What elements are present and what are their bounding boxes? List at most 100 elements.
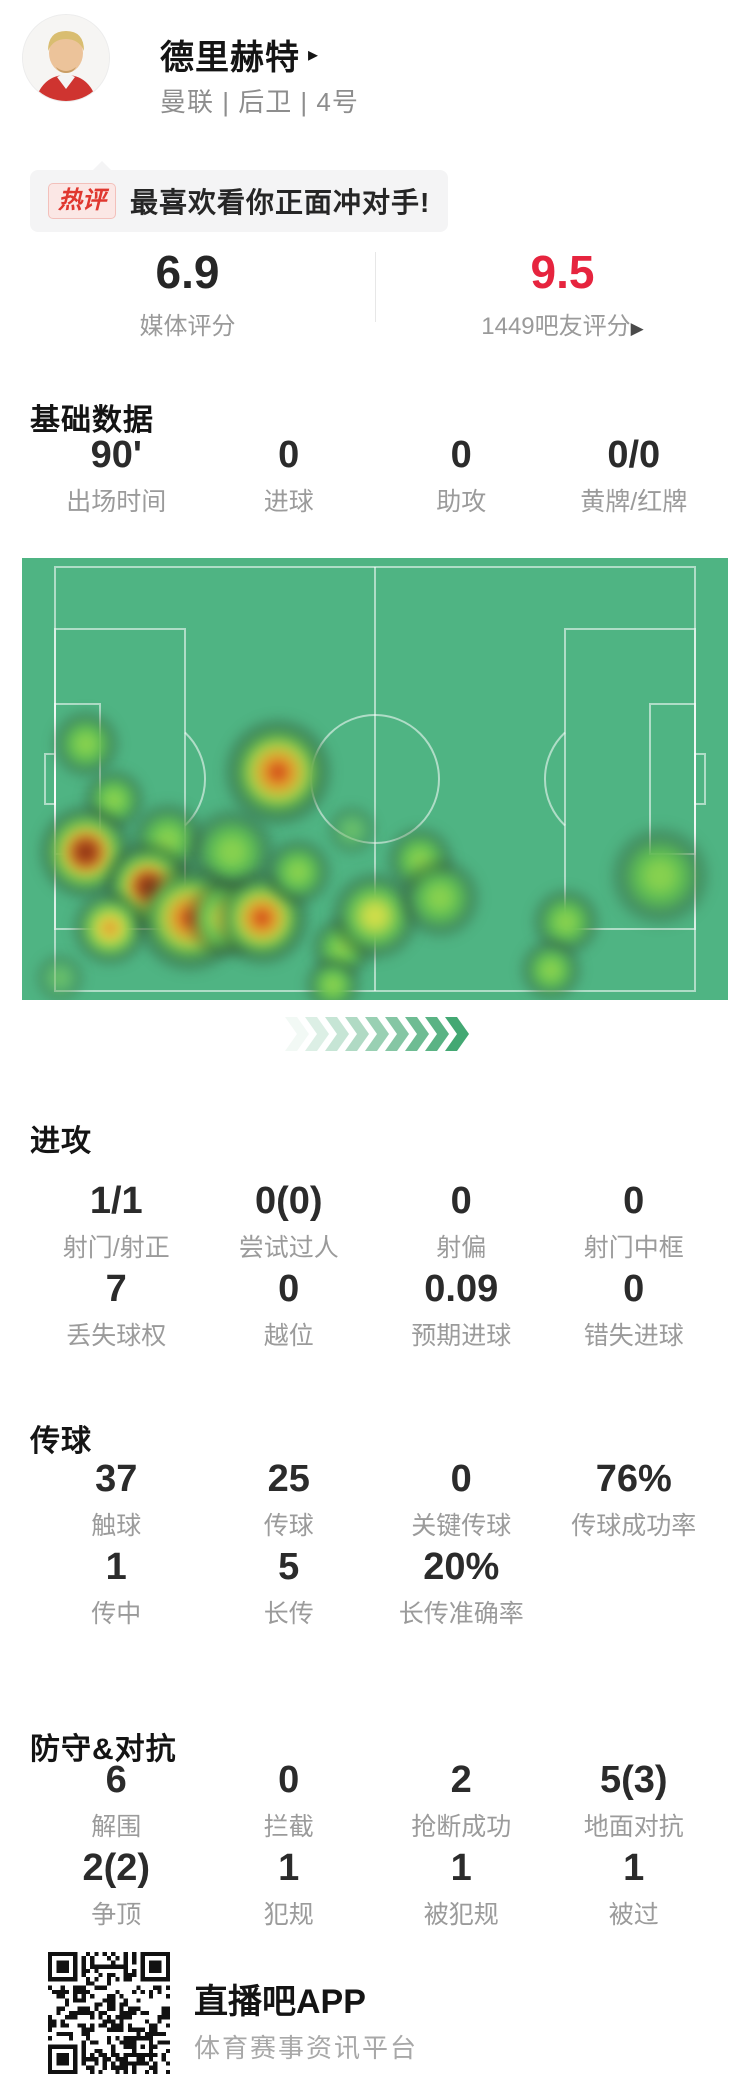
stat-cell: 1 被过: [548, 1847, 721, 1929]
stat-value: 1/1: [89, 1180, 143, 1222]
stat-value: 6: [105, 1759, 127, 1801]
stat-label: 被过: [608, 1901, 659, 1929]
fan-rating-score: 9.5: [530, 246, 595, 298]
stat-label: 进球: [263, 488, 314, 516]
stat-label: 尝试过人: [238, 1234, 339, 1262]
player-portrait-icon: [23, 15, 109, 101]
stat-value: 1: [450, 1847, 472, 1889]
stat-row: 2(2) 争顶 1 犯规 1 被犯规 1 被过: [30, 1847, 721, 1929]
stat-label: 丢失球权: [66, 1322, 167, 1350]
stat-value: 2: [450, 1759, 472, 1801]
heat-spot: [324, 802, 380, 858]
stat-value: 0.09: [424, 1268, 499, 1310]
stat-cell: 0 关键传球: [375, 1458, 548, 1540]
stat-cell-empty: [548, 1546, 721, 1620]
stat-cell: 25 传球: [203, 1458, 376, 1540]
stat-cell: 5 长传: [203, 1546, 376, 1628]
stat-value: 25: [267, 1458, 310, 1500]
stat-value: 0: [278, 434, 300, 476]
app-tagline: 体育赛事资讯平台: [194, 2033, 419, 2063]
stat-label: 助攻: [436, 488, 487, 516]
stat-value: 5: [278, 1546, 300, 1588]
stat-row: 37 触球 25 传球 0 关键传球 76% 传球成功率: [30, 1458, 720, 1540]
heatmap-pitch: [22, 558, 728, 1000]
stat-value: 0: [450, 1458, 472, 1500]
heat-spot: [395, 853, 485, 943]
heat-spot: [517, 936, 585, 1000]
stat-cell: 0.09 预期进球: [375, 1268, 548, 1350]
stat-label: 传中: [91, 1600, 142, 1628]
player-name-row[interactable]: 德里赫特 ▸: [160, 30, 318, 79]
stat-cell: 0 助攻: [375, 434, 548, 516]
stat-cell: 0/0 黄牌/红牌: [548, 434, 721, 516]
stat-label: 射门/射正: [62, 1234, 170, 1262]
player-avatar[interactable]: [22, 14, 110, 102]
stat-value: 37: [95, 1458, 138, 1500]
stat-value: 5(3): [599, 1759, 668, 1801]
stat-label: 争顶: [91, 1901, 142, 1929]
stat-cell: 7 丢失球权: [30, 1268, 203, 1350]
stat-cell: 1 犯规: [203, 1847, 376, 1929]
stat-label: 预期进球: [411, 1322, 512, 1350]
stat-value: 20%: [423, 1546, 500, 1588]
stat-value: 1: [105, 1546, 127, 1588]
fan-rating-label: 1449吧友评分▶: [375, 306, 750, 341]
stat-cell: 0 错失进球: [548, 1268, 721, 1350]
stat-label: 黄牌/红牌: [580, 488, 688, 516]
player-name: 德里赫特: [160, 39, 300, 77]
stat-cell: 0(0) 尝试过人: [203, 1180, 376, 1262]
stat-value: 0: [623, 1268, 645, 1310]
section-title-basic: 基础数据: [30, 403, 154, 437]
stat-cell: 1/1 射门/射正: [30, 1180, 203, 1262]
stat-cell: 2 抢断成功: [375, 1759, 548, 1841]
fan-rating[interactable]: 9.5 1449吧友评分▶: [375, 246, 750, 341]
app-name: 直播吧APP: [194, 1983, 366, 2021]
stat-row: 6 解围 0 拦截 2 抢断成功 5(3) 地面对抗: [30, 1759, 721, 1841]
section-title-defense: 防守&对抗: [30, 1732, 177, 1766]
heat-spot: [302, 954, 364, 1000]
stat-label: 射门中框: [583, 1234, 684, 1262]
stat-value: 1: [623, 1847, 645, 1889]
player-team-info: 曼联 | 后卫 | 4号: [160, 87, 359, 117]
hot-comment-text: 最喜欢看你正面冲对手!: [130, 187, 431, 218]
stat-label: 拦截: [263, 1813, 314, 1841]
stat-cell: 0 越位: [203, 1268, 376, 1350]
heat-spot: [605, 821, 715, 931]
stats-grid-basic: 90' 出场时间 0 进球 0 助攻 0/0 黄牌/红牌: [30, 434, 720, 522]
stat-row: 7 丢失球权 0 越位 0.09 预期进球 0 错失进球: [30, 1268, 721, 1350]
stat-value: 0: [450, 1180, 472, 1222]
stat-value: 90': [90, 434, 142, 476]
stat-label: 地面对抗: [583, 1813, 684, 1841]
fan-rating-text: 1449吧友评分: [481, 313, 631, 340]
stat-cell: 2(2) 争顶: [30, 1847, 203, 1929]
stat-value: 0/0: [607, 434, 661, 476]
stat-value: 0: [450, 434, 472, 476]
section-title-passing: 传球: [30, 1424, 92, 1458]
stat-cell: 20% 长传准确率: [375, 1546, 548, 1628]
stat-value: 7: [105, 1268, 127, 1310]
stat-value: 2(2): [82, 1847, 151, 1889]
stat-label: 犯规: [263, 1901, 314, 1929]
stat-label: 长传准确率: [398, 1600, 524, 1628]
rating-divider: [375, 252, 376, 322]
stat-row: 90' 出场时间 0 进球 0 助攻 0/0 黄牌/红牌: [30, 434, 721, 516]
hot-comment-bubble[interactable]: 热评 最喜欢看你正面冲对手!: [30, 161, 449, 232]
stat-cell: 1 被犯规: [375, 1847, 548, 1929]
stat-cell: 0 射门中框: [548, 1180, 721, 1262]
stats-grid-attack: 1/1 射门/射正 0(0) 尝试过人 0 射偏 0 射门中框 7 丢失球权 0 越位 0.09 预期进球…: [30, 1180, 720, 1356]
heat-spot: [32, 950, 88, 1000]
stat-label: 长传: [263, 1600, 314, 1628]
media-rating: 6.9 媒体评分: [0, 246, 375, 341]
media-rating-label: 媒体评分: [139, 313, 236, 340]
stat-label: 抢断成功: [411, 1813, 512, 1841]
chevron-row: [0, 1016, 750, 1052]
stat-value: 0: [623, 1180, 645, 1222]
fan-rating-arrow-icon: ▶: [630, 319, 644, 338]
section-title-attack: 进攻: [30, 1124, 92, 1158]
heat-spot: [260, 834, 336, 910]
stat-cell: 5(3) 地面对抗: [548, 1759, 721, 1841]
stat-label: 被犯规: [423, 1901, 499, 1929]
stat-cell: 37 触球: [30, 1458, 203, 1540]
stats-grid-defense: 6 解围 0 拦截 2 抢断成功 5(3) 地面对抗 2(2) 争顶 1 犯规 1 被犯规 1 被过: [30, 1759, 720, 1935]
